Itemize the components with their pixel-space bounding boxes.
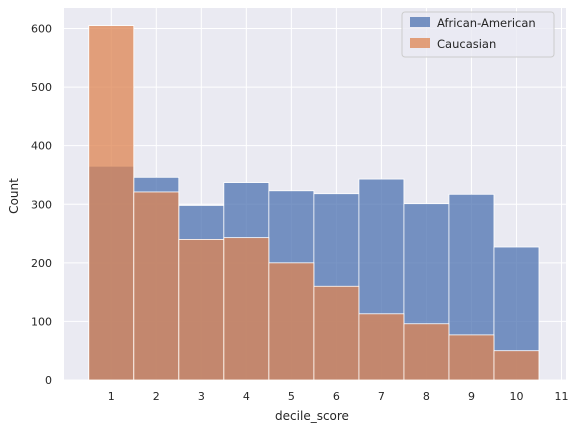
bar-caucasian-4	[223, 237, 270, 381]
x-tick-label: 1	[108, 390, 115, 403]
bar-caucasian-1	[88, 25, 135, 381]
y-tick-label: 400	[31, 140, 52, 153]
bar-caucasian-2	[133, 191, 180, 381]
bar-caucasian-10	[493, 350, 540, 381]
bar-caucasian-8	[403, 323, 450, 381]
bar-caucasian-3	[178, 239, 225, 381]
x-tick-label: 9	[468, 390, 475, 403]
y-tick-label: 100	[31, 315, 52, 328]
y-tick-labels: 0 100 200 300 400 500 600	[31, 23, 52, 387]
x-tick-label: 4	[243, 390, 250, 403]
legend-swatch-african-american	[410, 17, 430, 27]
y-tick-label: 0	[45, 374, 52, 387]
x-tick-label: 6	[333, 390, 340, 403]
y-tick-label: 500	[31, 81, 52, 94]
legend: African-American Caucasian	[401, 11, 555, 58]
x-tick-label: 10	[509, 390, 523, 403]
x-tick-label: 8	[423, 390, 430, 403]
x-axis-label: decile_score	[275, 409, 349, 423]
x-tick-labels: 1 2 3 4 5 6 7 8 9 10 11	[108, 390, 569, 403]
bar-caucasian-9	[448, 334, 495, 381]
x-tick-label: 11	[554, 390, 568, 403]
legend-label-african-american: African-American	[437, 16, 536, 30]
histogram-bars	[88, 25, 540, 381]
legend-swatch-caucasian	[410, 38, 430, 48]
bar-caucasian-5	[268, 262, 315, 381]
legend-box	[401, 11, 555, 58]
x-tick-label: 2	[153, 390, 160, 403]
y-tick-label: 300	[31, 198, 52, 211]
x-tick-label: 3	[198, 390, 205, 403]
y-axis-label: Count	[7, 178, 21, 214]
x-tick-label: 7	[378, 390, 385, 403]
y-tick-label: 200	[31, 257, 52, 270]
legend-label-caucasian: Caucasian	[437, 37, 496, 51]
x-tick-label: 5	[288, 390, 295, 403]
bar-caucasian-6	[313, 285, 360, 381]
bar-caucasian-7	[358, 313, 405, 381]
y-tick-label: 600	[31, 23, 52, 36]
